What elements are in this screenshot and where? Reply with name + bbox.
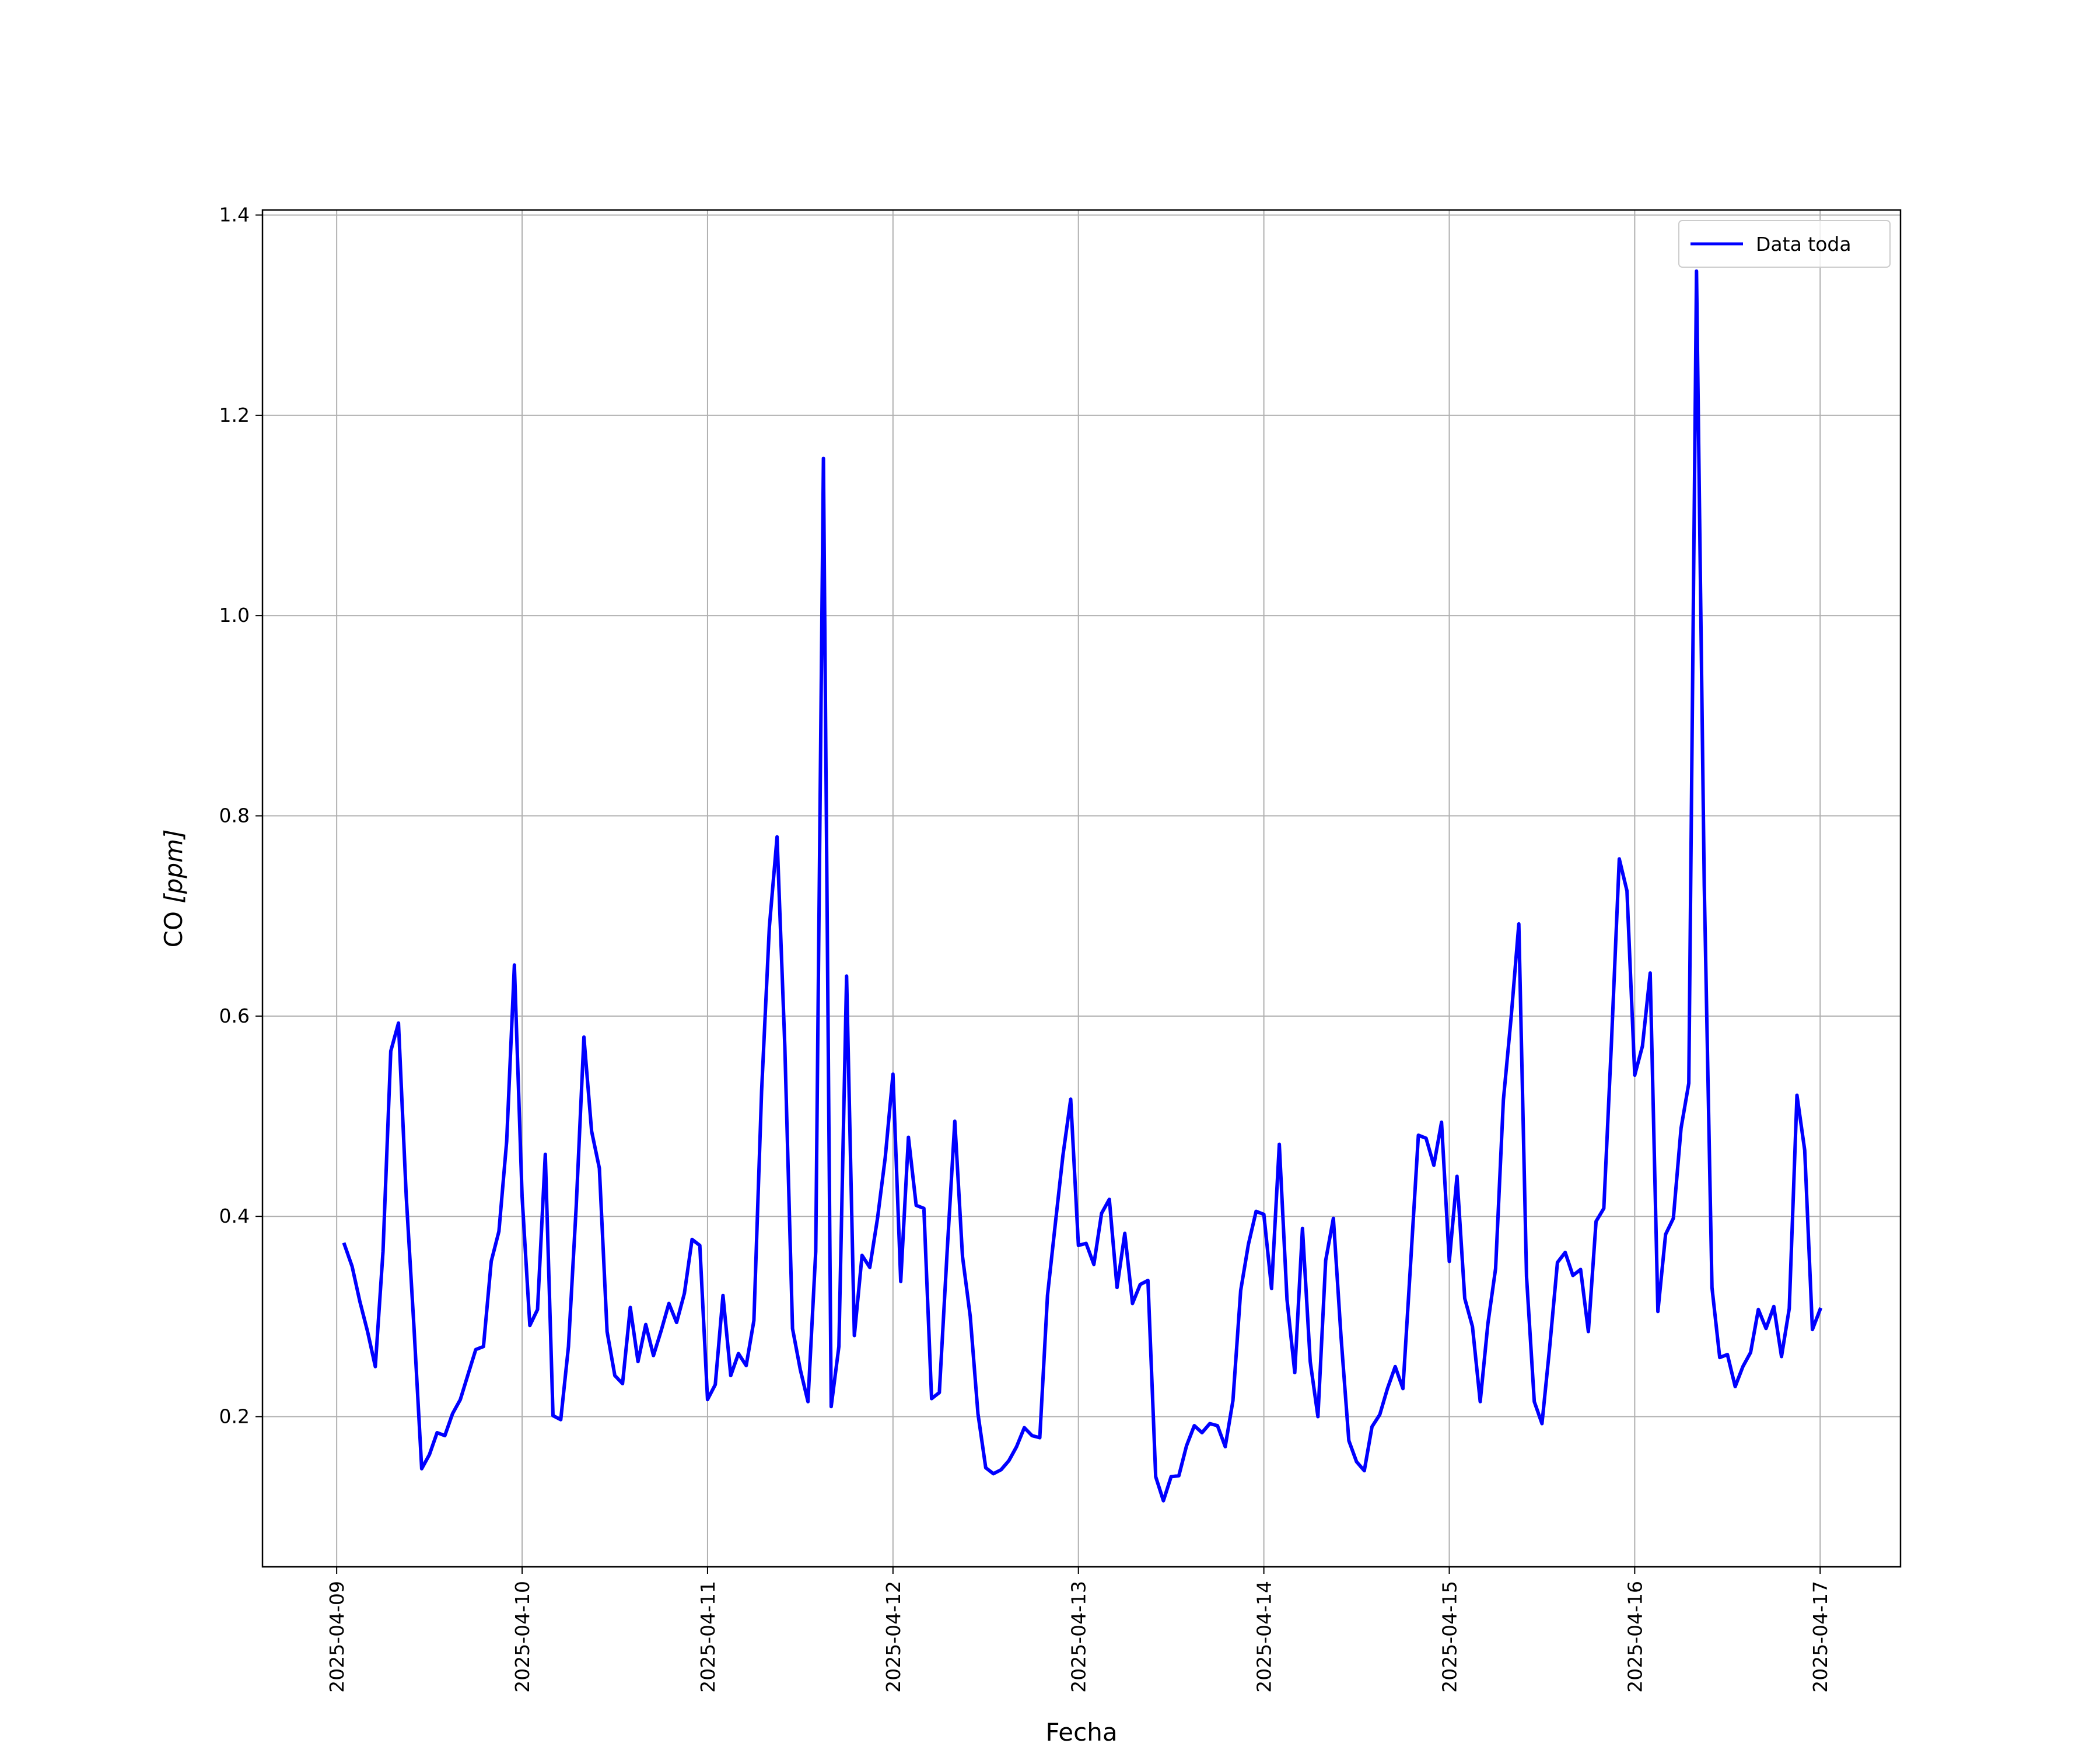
x-tick-label: 2025-04-11 bbox=[696, 1581, 719, 1693]
x-tick-label: 2025-04-14 bbox=[1253, 1581, 1276, 1693]
x-axis-title: Fecha bbox=[1045, 1718, 1117, 1746]
y-tick-label: 0.4 bbox=[219, 1205, 250, 1227]
legend: Data toda bbox=[1678, 220, 1891, 268]
x-tick-label: 2025-04-09 bbox=[326, 1581, 348, 1693]
x-tick-label: 2025-04-16 bbox=[1623, 1581, 1646, 1693]
x-axis-ticks: 2025-04-09 2025-04-10 2025-04-11 2025-04-12… bbox=[326, 1567, 1832, 1693]
y-tick-label: 1.2 bbox=[219, 404, 250, 426]
y-tick-label: 1.0 bbox=[219, 604, 250, 626]
x-tick-label: 2025-04-15 bbox=[1438, 1581, 1461, 1693]
y-tick-label: 0.2 bbox=[219, 1405, 250, 1428]
x-tick-label: 2025-04-17 bbox=[1809, 1581, 1832, 1693]
series-line-data-toda bbox=[342, 269, 1823, 1503]
x-tick-label: 2025-04-10 bbox=[511, 1581, 534, 1693]
legend-label-data-toda: Data toda bbox=[1756, 233, 1852, 256]
x-tick-label: 2025-04-12 bbox=[882, 1581, 905, 1693]
grid-lines bbox=[262, 210, 1901, 1567]
y-axis-ticks: 0.2 0.4 0.6 0.8 1.0 1.2 1.4 bbox=[219, 204, 262, 1428]
y-tick-label: 0.8 bbox=[219, 804, 250, 827]
y-tick-label: 1.4 bbox=[219, 204, 250, 226]
y-axis-title-unit: [ppm] bbox=[159, 830, 188, 904]
data-lines bbox=[342, 269, 1823, 1503]
y-axis-title-prefix: CO bbox=[159, 904, 188, 948]
y-axis-title: CO [ppm] bbox=[159, 830, 188, 948]
y-tick-label: 0.6 bbox=[219, 1005, 250, 1027]
legend-box bbox=[1678, 220, 1891, 268]
plot-area-frame bbox=[261, 209, 1902, 1568]
x-tick-label: 2025-04-13 bbox=[1068, 1581, 1090, 1693]
